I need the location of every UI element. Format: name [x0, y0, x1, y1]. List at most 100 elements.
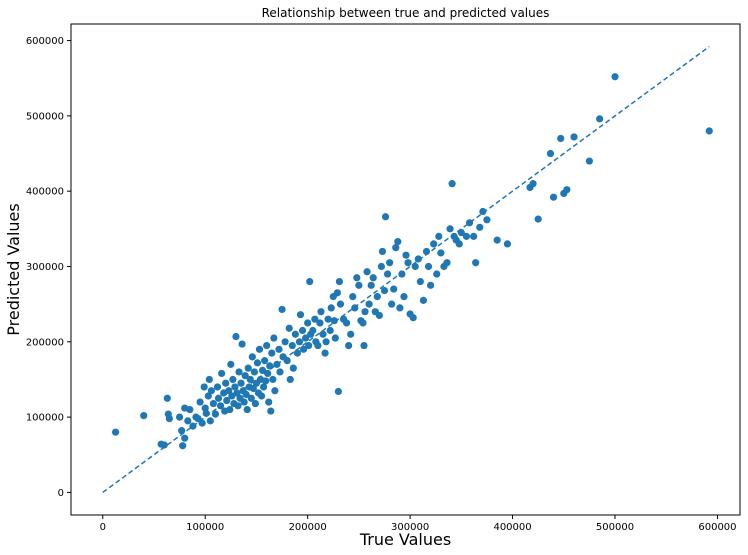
data-point: [333, 289, 341, 297]
data-point: [326, 326, 334, 335]
data-point: [455, 240, 463, 248]
y-tick-label: 600000: [26, 36, 64, 47]
y-tick-label: 300000: [26, 262, 64, 273]
data-point: [241, 372, 249, 380]
data-point: [207, 387, 215, 395]
data-point: [295, 338, 304, 346]
data-point: [549, 193, 558, 201]
data-point: [342, 319, 351, 327]
data-point: [273, 360, 281, 368]
data-point: [457, 228, 465, 237]
chart-title: Relationship between true and predicted …: [262, 6, 550, 20]
data-point: [302, 334, 310, 342]
data-point: [264, 369, 272, 378]
data-point: [250, 368, 258, 376]
data-point: [299, 345, 308, 353]
data-point: [265, 398, 273, 406]
data-point: [235, 368, 243, 376]
data-point: [296, 311, 305, 319]
data-point: [335, 277, 344, 286]
y-axis-label: Predicted Values: [4, 203, 23, 335]
data-point: [205, 375, 213, 384]
data-point: [349, 293, 357, 301]
reference-line: [102, 45, 710, 494]
data-point: [476, 223, 484, 231]
data-point: [503, 240, 512, 248]
data-point: [319, 330, 327, 338]
data-point: [416, 277, 424, 286]
data-point: [546, 149, 555, 158]
data-point: [317, 308, 325, 316]
data-point: [419, 296, 428, 304]
data-point: [178, 427, 186, 435]
data-point: [493, 236, 501, 244]
data-point: [375, 311, 383, 320]
data-point: [218, 369, 226, 378]
data-point: [179, 442, 187, 450]
data-point: [281, 338, 289, 346]
data-point: [386, 259, 394, 267]
plot-frame: [70, 23, 741, 516]
data-point: [242, 390, 250, 399]
data-point: [305, 341, 313, 350]
x-tick-label: 0: [100, 522, 106, 533]
x-tick-label: 600000: [698, 522, 736, 533]
data-point: [361, 308, 369, 316]
data-point: [404, 259, 412, 267]
data-point: [268, 349, 276, 357]
y-ticks-group: 0 100000 200000 300000 400000 500000 600000: [26, 36, 71, 499]
data-point: [311, 315, 319, 323]
data-point: [316, 319, 324, 327]
data-point: [213, 383, 222, 391]
data-point: [291, 330, 299, 338]
data-point: [223, 396, 231, 405]
data-point: [293, 349, 302, 357]
data-point: [140, 411, 148, 420]
data-point: [400, 293, 408, 301]
data-point: [261, 357, 269, 365]
data-point: [249, 384, 257, 393]
data-point: [534, 215, 542, 223]
data-point: [248, 353, 256, 361]
data-point: [377, 262, 386, 271]
data-point: [324, 315, 332, 323]
data-point: [306, 277, 314, 286]
data-point: [226, 405, 234, 414]
data-point: [255, 345, 264, 353]
data-point: [160, 441, 168, 449]
data-point: [266, 362, 274, 370]
data-point: [278, 305, 286, 314]
data-point: [414, 255, 422, 263]
data-point: [309, 326, 317, 335]
x-axis-label: True Values: [359, 530, 451, 549]
data-point: [369, 274, 377, 282]
data-point: [304, 319, 312, 327]
data-point: [211, 410, 220, 418]
data-point: [247, 394, 255, 402]
data-point: [289, 364, 297, 372]
data-point: [243, 405, 251, 414]
x-tick-label: 400000: [493, 522, 531, 533]
data-point: [448, 180, 456, 188]
data-point: [163, 394, 171, 402]
data-point: [251, 399, 260, 408]
data-point: [398, 270, 406, 278]
data-point: [334, 387, 342, 396]
data-point: [238, 340, 246, 348]
data-point: [336, 300, 345, 308]
x-tick-label: 100000: [186, 522, 224, 533]
data-point: [409, 314, 417, 322]
data-point: [381, 213, 390, 221]
data-point: [705, 127, 713, 135]
data-point: [345, 341, 353, 350]
data-point: [402, 251, 410, 259]
data-point: [283, 357, 291, 365]
data-point: [227, 360, 235, 368]
data-point: [222, 379, 230, 387]
y-tick-label: 200000: [26, 337, 64, 348]
data-point: [246, 375, 254, 384]
data-point: [257, 392, 266, 400]
data-point: [422, 247, 431, 256]
data-point: [411, 262, 419, 271]
